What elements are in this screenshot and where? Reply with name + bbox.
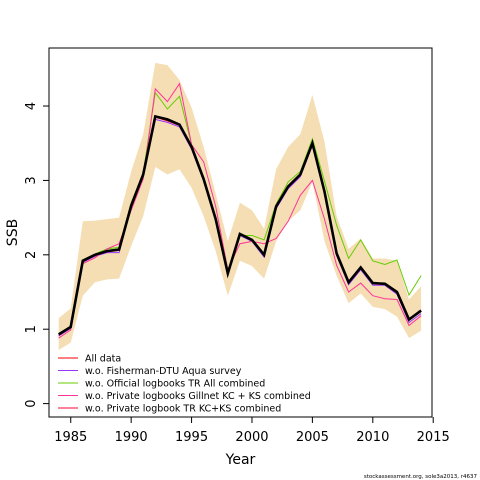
y-tick-label: 0 <box>24 399 39 407</box>
estimate-line-layer <box>58 114 422 336</box>
legend-label-5: w.o. Private logbook TR KC+KS combined <box>85 404 281 415</box>
legend-label-4: w.o. Private logbooks Gillnet KC + KS co… <box>85 391 311 402</box>
y-tick-label: 1 <box>24 325 39 333</box>
series-line-4 <box>58 82 422 339</box>
x-tick-label: 2000 <box>235 430 268 445</box>
plot-frame <box>48 47 433 418</box>
x-tick-label: 1985 <box>54 430 87 445</box>
legend-label-1: All data <box>85 354 121 365</box>
y-tick-label: 2 <box>24 251 39 259</box>
footer-credit: stockassessment.org, sole3a2013, r4637 <box>364 474 478 480</box>
legend-label-3: w.o. Official logbooks TR All combined <box>85 379 265 390</box>
estimate-line <box>58 114 422 336</box>
y-axis-label: SSB <box>5 219 21 246</box>
x-tick-label: 2005 <box>296 430 329 445</box>
y-axis: 0 1 2 3 4 <box>24 102 49 408</box>
y-tick-label: 3 <box>24 176 39 184</box>
legend-label-2: w.o. Fisherman-DTU Aqua survey <box>85 366 242 377</box>
x-axis: 1985 1990 1995 2000 2005 2010 2015 <box>54 417 450 445</box>
confidence-band-layer <box>58 62 422 351</box>
x-tick-label: 1995 <box>175 430 208 445</box>
y-tick-label: 4 <box>24 102 39 110</box>
confidence-band <box>58 62 422 351</box>
x-axis-label: Year <box>225 452 256 468</box>
x-tick-label: 2015 <box>417 430 450 445</box>
x-tick-label: 1990 <box>115 430 148 445</box>
x-tick-label: 2010 <box>356 430 389 445</box>
